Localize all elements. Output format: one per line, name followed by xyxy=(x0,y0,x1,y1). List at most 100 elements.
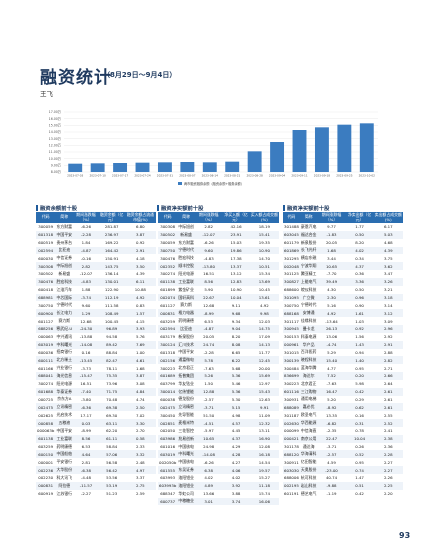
table-cell: 3.88 xyxy=(231,491,241,497)
section-title-mid: 融资净买额前十股 xyxy=(157,204,203,212)
table-cell: -3.71 xyxy=(194,403,223,412)
table-cell: 601166 xyxy=(38,365,54,371)
table-cell: 2.88 xyxy=(383,349,393,355)
table-cell: 002851 xyxy=(158,419,178,427)
table-cell: 300911 xyxy=(284,459,299,465)
bar xyxy=(180,162,195,172)
table-row: 002050b 中国核电 -6.26 4.27 14.54 xyxy=(158,458,279,466)
table-cell: 欧圣电气 xyxy=(300,412,317,418)
table-cell: 阳光电源 xyxy=(178,270,194,276)
table-row: 688041 海光信息 -15.47 75.35 3.87 xyxy=(36,372,156,380)
table-cell: 2.61 xyxy=(373,387,403,396)
table-cell: -7.63 xyxy=(203,365,214,371)
table-cell: -3.71 xyxy=(326,444,337,450)
table-row: 000858 五粮液 0.03 63.11 3.30 xyxy=(36,419,156,427)
table-row: 300139 晓程科技 15.40 1.40 2.82 xyxy=(283,356,403,365)
table-cell: 南京公用 xyxy=(299,434,318,443)
table-cell: 比亚迪 xyxy=(55,246,74,255)
table-cell: 601318 xyxy=(160,349,176,355)
table-cell: -14.08 xyxy=(194,450,223,459)
table-cell: 300476 xyxy=(36,277,56,286)
table-cell: 1.61 xyxy=(345,309,374,318)
table-row: 300750 宁德时代 9.60 19.86 10.90 xyxy=(158,246,279,255)
table-cell: 3.21 xyxy=(383,287,393,293)
table-cell: 4.02 xyxy=(204,475,213,481)
table-row: 688006 杭可科技 40.74 1.47 2.26 xyxy=(283,474,403,482)
table-cell: 3.37 xyxy=(136,475,145,481)
table-cell: 0.52 xyxy=(345,450,374,459)
table-cell: 5.16 xyxy=(327,302,336,308)
table-cell: 格力电器 xyxy=(177,309,195,318)
table-cell: 600919 xyxy=(38,491,54,497)
table-cell: 2.33 xyxy=(136,444,145,450)
table-cell: 301117 xyxy=(284,318,299,324)
table-cell: 1.77 xyxy=(355,224,364,230)
table-cell: 通用电梯 xyxy=(300,396,317,402)
table-row: 600418 江淮汽车 1.88 122.90 10.88 xyxy=(36,286,156,294)
table-cell: 7.52 xyxy=(317,372,346,380)
table-cell: -2.35 xyxy=(326,428,337,434)
table-cell: 301295 xyxy=(284,255,299,261)
table-cell: 新泉股份 xyxy=(178,333,194,339)
table-cell: -6.36 xyxy=(73,403,99,412)
table-cell: 40.74 xyxy=(325,475,338,481)
table-cell: 69.30 xyxy=(106,412,118,418)
table-cell: 2.91 xyxy=(124,246,156,255)
y-tick-label: 17.00万 xyxy=(49,110,61,114)
table-row: 300750 宁德时代 9.60 111.58 0.83 xyxy=(36,301,156,309)
bar xyxy=(202,162,217,172)
table-cell: 75.35 xyxy=(98,372,125,380)
table-row: 300484 蓝海华腾 4.77 0.95 2.71 xyxy=(283,364,403,372)
table-cell: 002475 xyxy=(158,403,178,412)
table-cell: 42.16 xyxy=(230,224,242,230)
table-cell: 1.40 xyxy=(345,356,374,365)
table-row: 301178 通达海 -3.71 0.26 2.36 xyxy=(283,443,403,451)
table-cell: 2.41 xyxy=(383,428,393,434)
table-row: 688256 寒武纪-U -24.30 96.89 3.93 xyxy=(36,324,156,333)
table-cell: 2.36 xyxy=(383,444,393,450)
table-cell: 2.52 xyxy=(373,419,403,427)
table-cell: 12.03 xyxy=(258,318,270,324)
table-cell: 工业富联 xyxy=(177,277,195,286)
table-cell: 13.35 xyxy=(325,412,338,418)
table-cell: 39.49 xyxy=(317,277,346,286)
table-cell: 工业富联 xyxy=(55,434,74,443)
table-cell: 新易盛 xyxy=(177,230,195,239)
table-cell: 002625 xyxy=(38,412,54,418)
table-cell: 600038 xyxy=(160,396,176,402)
x-tick-label: 2023-07-31 xyxy=(157,174,173,178)
table-cell: 3.14 xyxy=(383,302,393,308)
table-cell: -0.16 xyxy=(80,255,92,261)
table-cell: 300223 xyxy=(284,381,299,387)
table-cell: 华泰证券 xyxy=(55,387,74,396)
table-left: 代码 简称 期间涨跌幅（%） 融资余额（亿元） 融资余额占流通市值(%) 300059 东方… xyxy=(36,212,156,498)
table-row: 300153 科泰电源 13.06 1.56 2.92 xyxy=(283,333,403,341)
table-cell: 0.95 xyxy=(355,459,364,465)
table-cell: 56.58 xyxy=(106,459,118,465)
table-cell: 中粮糖业 xyxy=(177,497,195,506)
table-cell: 603030 xyxy=(283,466,300,474)
table-cell: 4.30 xyxy=(327,287,336,293)
table-row: 601166 兴业银行 -3.73 78.11 1.68 xyxy=(36,364,156,372)
table-cell: 北方稀土 xyxy=(55,356,74,365)
table-cell: 5.90 xyxy=(204,287,213,293)
table-row: 300274 阳光电源 16.51 73.96 3.08 xyxy=(36,380,156,388)
table-cell: 4.84 xyxy=(124,387,156,396)
table-cell: 中国平安 xyxy=(178,349,194,355)
table-cell: 2.66 xyxy=(373,372,403,380)
table-cell: 天奥股份 xyxy=(299,466,318,474)
bar xyxy=(270,142,285,172)
table-cell: 海达尔 xyxy=(299,372,318,380)
table-cell: 688347 xyxy=(160,491,176,497)
table-cell: 300308 xyxy=(160,224,176,230)
table-cell: 0.83 xyxy=(136,302,145,308)
table-cell: 7.69 xyxy=(124,340,156,349)
table-cell: 亿田智能 xyxy=(300,459,317,465)
table-cell: 3.75 xyxy=(383,255,393,261)
table-cell: -9.88 xyxy=(317,481,346,490)
table-cell: 3.36 xyxy=(345,277,374,286)
table-cell: 洛阳钼业 xyxy=(178,474,194,480)
table-cell: 2.27 xyxy=(383,459,393,465)
table-cell: 2.82 xyxy=(73,262,99,271)
table-cell: -12.07 xyxy=(194,230,223,239)
